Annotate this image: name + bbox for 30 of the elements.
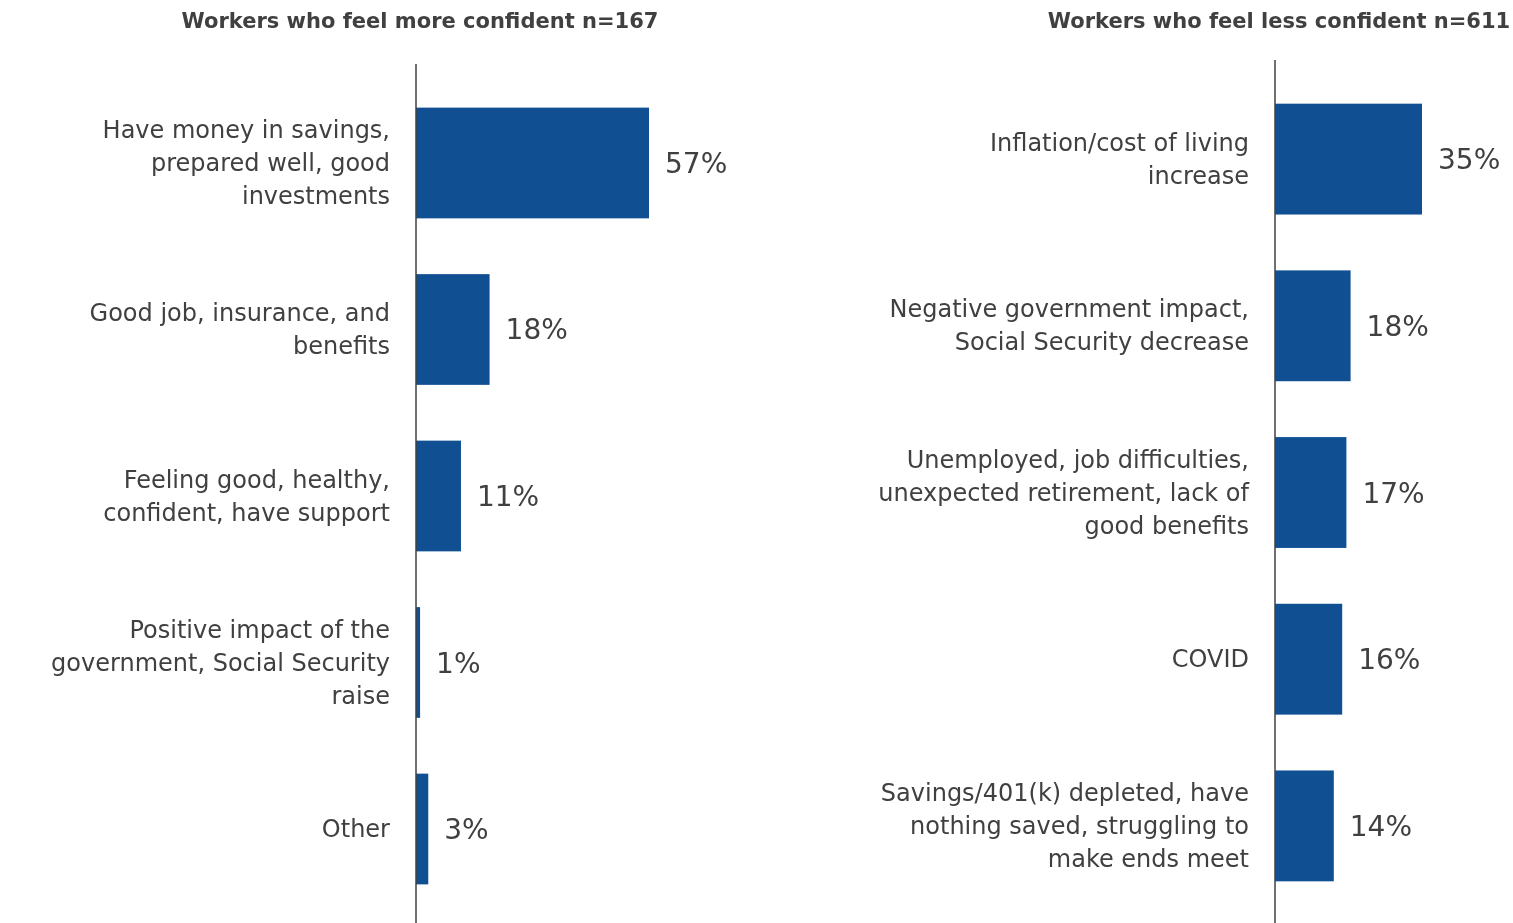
data-label: 3% xyxy=(444,813,489,847)
y-tick-label: Have money in savings, prepared well, good investments xyxy=(102,115,390,210)
data-label: 14% xyxy=(1349,809,1413,843)
bar xyxy=(416,274,490,385)
bar xyxy=(1275,603,1343,715)
bar xyxy=(1275,770,1334,882)
data-label: 17% xyxy=(1362,476,1425,510)
y-tick-label: Feeling good, healthy, confident, have support xyxy=(103,465,390,527)
data-label: 11% xyxy=(476,480,540,513)
bar xyxy=(1275,437,1347,548)
chart-title: Workers who feel more confident n=167 xyxy=(181,9,659,33)
bar xyxy=(1275,103,1422,215)
bar xyxy=(1275,270,1351,382)
y-tick-label: Good job, insurance, and benefits xyxy=(89,298,390,360)
y-tick-label: Unemployed, job difficulties, unexpected retirement, lack of good benefits xyxy=(878,445,1250,540)
bar xyxy=(416,107,649,219)
data-label: 35% xyxy=(1438,143,1501,177)
y-tick-label: Other xyxy=(321,815,391,844)
chart-title: Workers who feel less confident n=611 xyxy=(1047,9,1511,33)
data-label: 16% xyxy=(1358,643,1421,677)
y-tick-label: COVID xyxy=(1171,645,1249,674)
y-tick-label: Negative government impact, Social Security decrease xyxy=(889,295,1249,357)
bar xyxy=(416,440,461,552)
data-label: 57% xyxy=(665,146,728,180)
y-tick-label: Positive impact of the government, Social Security raise xyxy=(51,615,390,710)
y-tick-label: Savings/401(k) depleted, have nothing saved, struggling to make ends meet xyxy=(880,778,1249,873)
y-tick-label: Inflation/cost of living increase xyxy=(989,128,1249,190)
data-label: 18% xyxy=(505,313,568,347)
data-label: 18% xyxy=(1366,309,1429,343)
data-label: 1% xyxy=(436,646,481,680)
